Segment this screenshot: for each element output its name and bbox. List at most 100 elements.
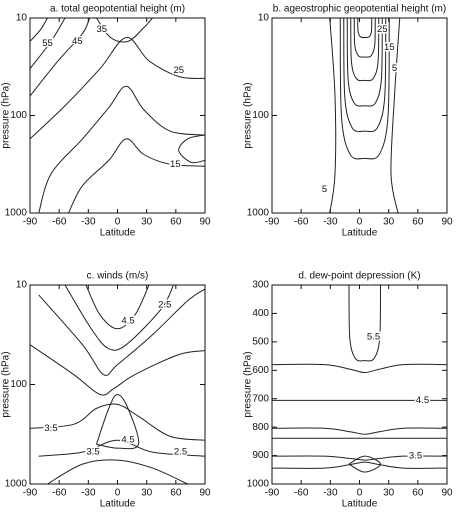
contour-line [348, 455, 382, 473]
contour-label: 5 [392, 63, 397, 74]
contours [30, 18, 205, 213]
contour-line [339, 18, 390, 160]
contour-line [178, 134, 205, 164]
panel: a. total geopotential height (m) 55 45 35 25… [1, 4, 211, 239]
x-tick-label: 90 [199, 488, 211, 499]
y-tick-label: 10 [258, 13, 270, 24]
contour-line [272, 455, 447, 461]
contour-line [357, 18, 373, 39]
contour-line [38, 288, 205, 376]
y-tick-label: 1000 [247, 208, 270, 219]
contour-label: 2.5 [158, 299, 171, 310]
contour-line [96, 393, 140, 450]
contour-label: 4.5 [121, 315, 134, 326]
contour-label: 15 [384, 42, 395, 53]
x-tick-label: 30 [141, 217, 153, 228]
x-tick-label: 60 [412, 217, 424, 228]
x-tick-label: 90 [441, 217, 453, 228]
x-tick-label: -90 [23, 488, 38, 499]
x-tick-label: -60 [294, 217, 309, 228]
y-tick-label: 700 [252, 393, 269, 404]
contour-line [346, 18, 383, 107]
contour-line [329, 18, 337, 213]
contour-line [30, 403, 205, 441]
x-tick-label: 30 [141, 488, 153, 499]
y-tick-label: 500 [252, 336, 269, 347]
x-tick-label: -60 [52, 488, 67, 499]
contour-line [353, 18, 376, 58]
panel-title: b. ageostrophic geopotential height (m) [273, 4, 446, 15]
x-axis-label: Latitude [342, 499, 378, 510]
x-tick-label: -90 [23, 217, 38, 228]
contour-label: 5 [322, 184, 327, 195]
y-axis-label: pressure (hPa) [243, 351, 254, 417]
x-axis-label: Latitude [100, 228, 136, 239]
panel-title: d. dew-point depression (K) [298, 271, 420, 282]
x-tick-label: 0 [357, 217, 363, 228]
x-tick-label: 60 [412, 488, 424, 499]
contour-label: 4.5 [416, 395, 429, 406]
x-tick-label: 30 [383, 217, 395, 228]
y-tick-label: 1000 [5, 208, 28, 219]
contour-label: 25 [377, 24, 388, 35]
contour-line [38, 85, 205, 213]
contour-line [350, 18, 380, 82]
panel: c. winds (m/s) 4.5 2.5 3.5 4.5 3.5 2.5 -90 -60 -3… [1, 271, 211, 510]
x-tick-label: -30 [323, 488, 338, 499]
contour-label: 25 [173, 65, 184, 76]
plot-frame [271, 17, 448, 214]
contour-label: 55 [42, 38, 53, 49]
y-tick-label: 1000 [247, 479, 270, 490]
contours [272, 285, 447, 473]
x-tick-label: -90 [265, 217, 280, 228]
contour-line [348, 285, 381, 362]
contour-line [390, 18, 401, 213]
x-tick-label: 0 [115, 488, 121, 499]
contour-line [30, 18, 66, 70]
contour-line [30, 344, 205, 396]
panel: b. ageostrophic geopotential height (m) 2… [243, 4, 453, 239]
contour-line [38, 439, 205, 457]
y-tick-label: 400 [252, 308, 269, 319]
contour-line [64, 285, 174, 351]
y-tick-label: 100 [252, 110, 269, 121]
x-tick-label: -60 [52, 217, 67, 228]
contour-line [272, 363, 447, 374]
contour-line [343, 18, 387, 133]
contour-label: 3.5 [86, 447, 99, 458]
plot-frame [29, 17, 206, 214]
y-tick-label: 10 [16, 13, 28, 24]
contour-line [68, 138, 205, 213]
x-tick-label: 90 [199, 217, 211, 228]
x-axis-label: Latitude [342, 228, 378, 239]
x-tick-label: -90 [265, 488, 280, 499]
x-tick-label: -30 [323, 217, 338, 228]
contour-line [30, 18, 90, 97]
contour-line [30, 37, 205, 140]
x-tick-label: 0 [357, 488, 363, 499]
contour-label: 3.5 [409, 451, 422, 462]
contour-label: 4.5 [121, 435, 134, 446]
contour-label: 5.5 [367, 331, 380, 342]
contour-line [272, 427, 447, 435]
x-tick-label: 0 [115, 217, 121, 228]
y-tick-label: 900 [252, 450, 269, 461]
contour-label: 2.5 [174, 447, 187, 458]
y-axis-label: pressure (hPa) [243, 82, 254, 148]
panel-title: a. total geopotential height (m) [50, 4, 185, 15]
contours [329, 18, 401, 213]
y-tick-label: 1000 [5, 479, 28, 490]
contours [30, 285, 205, 484]
x-tick-label: -60 [294, 488, 309, 499]
contour-line [30, 18, 48, 42]
contour-label: 35 [96, 24, 107, 35]
x-axis-label: Latitude [100, 499, 136, 510]
contour-label: 3.5 [44, 423, 57, 434]
y-tick-label: 10 [16, 280, 28, 291]
contour-line [272, 461, 447, 469]
y-tick-label: 100 [10, 379, 27, 390]
panel-title: c. winds (m/s) [87, 271, 149, 282]
x-tick-label: 60 [170, 217, 182, 228]
y-axis-label: pressure (hPa) [1, 351, 12, 417]
